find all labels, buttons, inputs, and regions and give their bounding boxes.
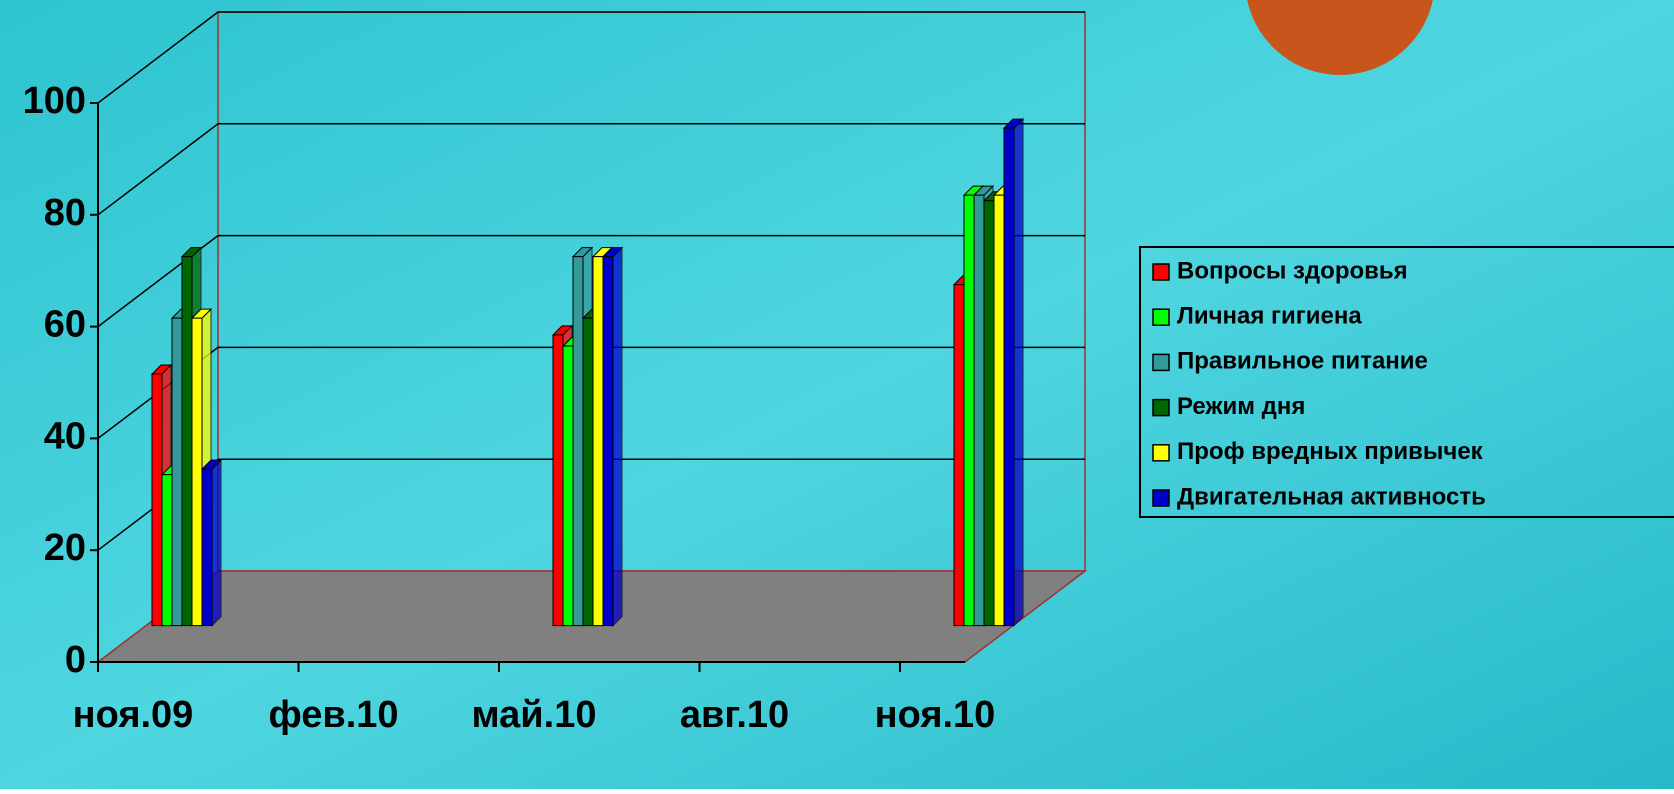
legend-label: Вопросы здоровья xyxy=(1177,257,1408,284)
legend-label: Правильное питание xyxy=(1177,348,1428,375)
bar xyxy=(200,458,223,627)
y-tick-label: 20 xyxy=(44,527,86,569)
bar-front xyxy=(201,468,213,627)
bar-side xyxy=(211,458,222,627)
bar-front xyxy=(983,200,995,627)
decoration-ball xyxy=(1247,0,1433,75)
bar-front xyxy=(572,256,584,627)
bar-front xyxy=(562,345,574,627)
bar-front xyxy=(1003,127,1015,627)
bar-front xyxy=(161,474,173,627)
x-tick-label: фев.10 xyxy=(268,694,398,736)
legend-swatch xyxy=(1152,263,1170,281)
bar-front xyxy=(973,194,985,627)
bar-front xyxy=(963,194,975,627)
bar-front xyxy=(602,256,614,627)
bar xyxy=(1002,117,1025,627)
y-tick-label: 60 xyxy=(44,304,86,346)
legend-swatch xyxy=(1152,353,1170,372)
bar-front xyxy=(171,317,183,627)
grid-line xyxy=(97,123,219,216)
y-tick-label: 80 xyxy=(44,192,86,234)
x-tick-label: авг.10 xyxy=(680,694,789,736)
bar-front xyxy=(993,194,1005,627)
bar-front xyxy=(181,256,193,627)
bar-front xyxy=(552,334,564,627)
bar-front xyxy=(582,317,594,627)
bar-front xyxy=(151,373,163,627)
x-tick-label: май.10 xyxy=(472,694,597,736)
bar-side xyxy=(1013,117,1024,627)
y-tick-label: 100 xyxy=(23,80,86,122)
legend-label: Проф вредных привычек xyxy=(1177,438,1484,465)
bar-front xyxy=(592,256,604,627)
grid-line xyxy=(97,11,219,104)
y-tick-label: 40 xyxy=(44,415,86,457)
x-tick-label: ноя.09 xyxy=(73,694,194,736)
legend-box xyxy=(1139,246,1674,518)
legend-swatch xyxy=(1152,398,1170,417)
legend-label: Личная гигиена xyxy=(1177,303,1362,330)
x-tick-label: ноя.10 xyxy=(875,694,996,736)
y-tick-label: 0 xyxy=(65,639,86,681)
bar-front xyxy=(953,284,965,627)
legend-swatch xyxy=(1152,489,1170,507)
bar xyxy=(601,246,624,627)
legend-swatch xyxy=(1152,308,1170,326)
bar-front xyxy=(191,317,203,627)
legend-label: Режим дня xyxy=(1177,393,1305,420)
legend-label: Двигательная активность xyxy=(1177,483,1486,510)
legend-swatch xyxy=(1152,444,1170,462)
bar-side xyxy=(612,246,623,627)
